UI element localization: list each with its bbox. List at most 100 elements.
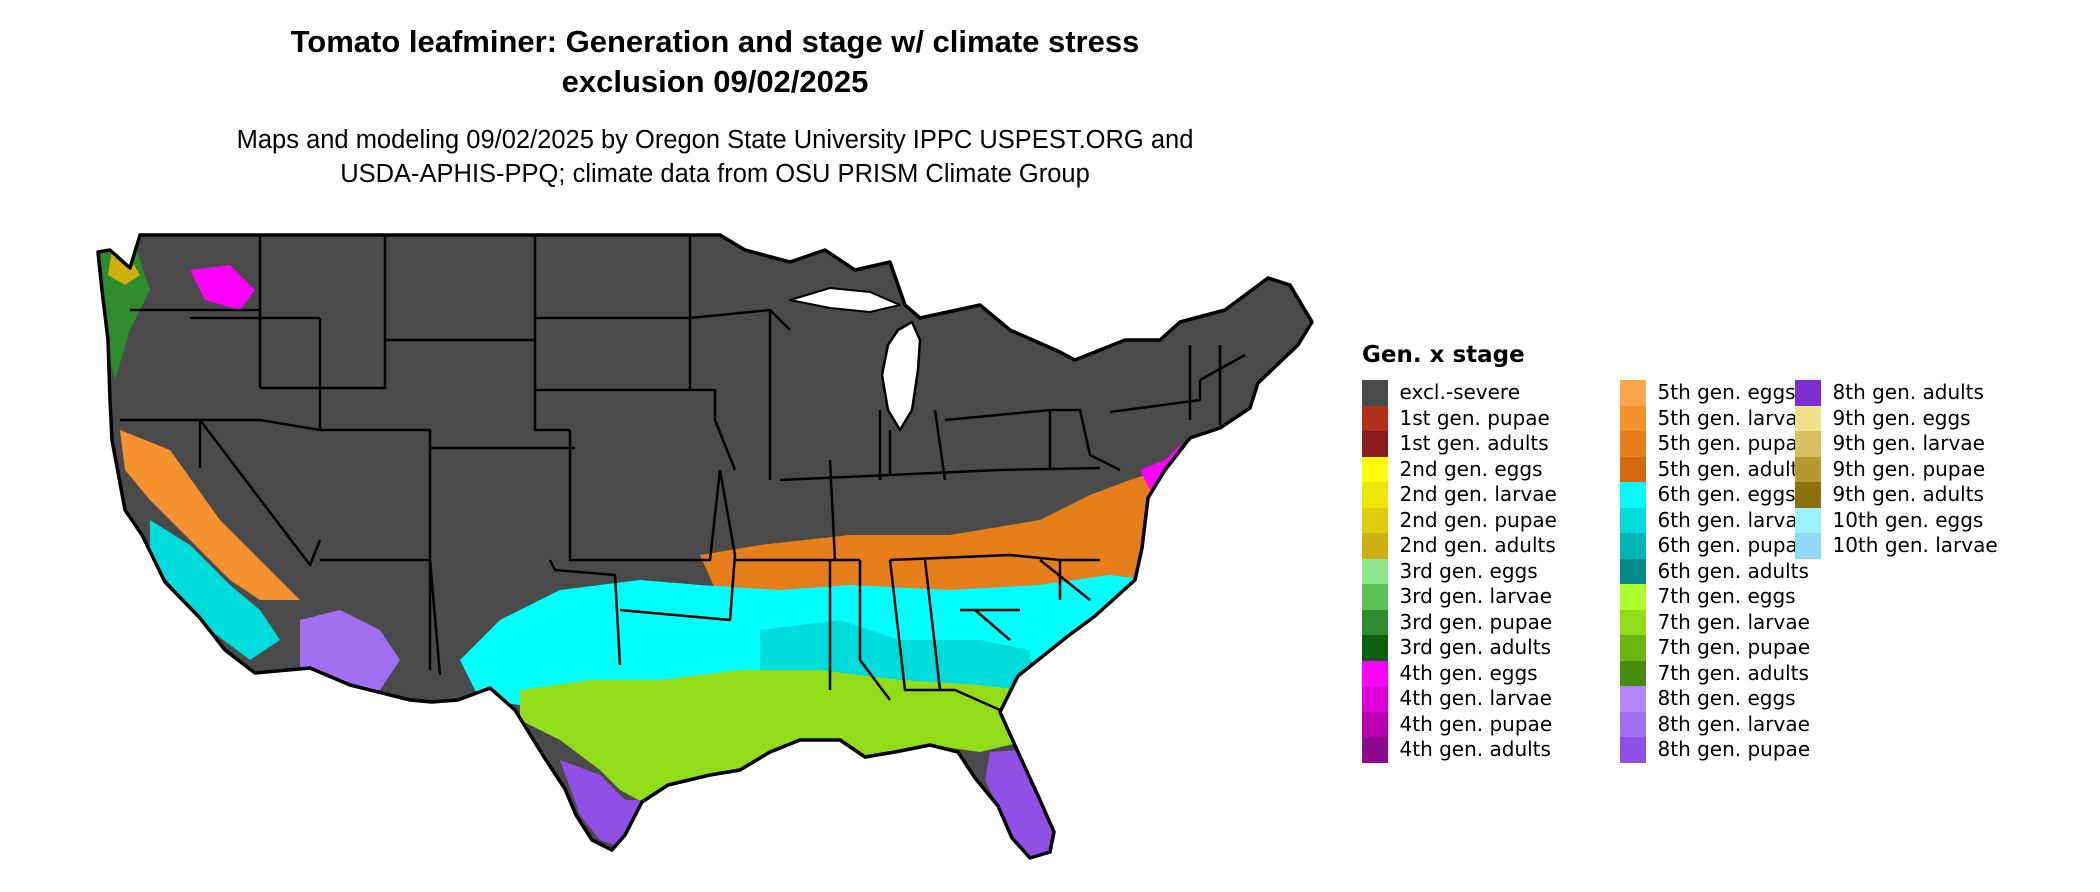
map-subtitle: Maps and modeling 09/02/2025 by Oregon S… bbox=[160, 123, 1270, 191]
legend-swatch bbox=[1362, 558, 1388, 584]
legend-swatch bbox=[1362, 660, 1388, 686]
legend-item: 5th gen. pupae bbox=[1620, 431, 1810, 457]
legend-item: 2nd gen. pupae bbox=[1362, 507, 1557, 533]
legend-item: 4th gen. pupae bbox=[1362, 711, 1553, 737]
legend-swatch bbox=[1620, 558, 1646, 584]
band-3rd-gen-northwest bbox=[100, 245, 150, 380]
legend-item: 2nd gen. larvae bbox=[1362, 482, 1557, 508]
legend-swatch bbox=[1362, 456, 1388, 482]
legend-swatch bbox=[1620, 507, 1646, 533]
legend-swatch bbox=[1362, 507, 1388, 533]
legend-label: 8th gen. eggs bbox=[1657, 686, 1796, 710]
legend-swatch bbox=[1362, 533, 1388, 559]
legend-label: 4th gen. pupae bbox=[1399, 711, 1553, 736]
legend-item: 3rd gen. pupae bbox=[1362, 609, 1553, 635]
legend-label: 6th gen. adults bbox=[1657, 558, 1809, 583]
legend-label: 6th gen. eggs bbox=[1657, 482, 1796, 506]
lake-superior bbox=[789, 287, 901, 313]
legend-item: 6th gen. eggs bbox=[1620, 482, 1796, 508]
legend-label: 4th gen. eggs bbox=[1399, 660, 1538, 685]
legend-label: 2nd gen. larvae bbox=[1399, 482, 1557, 506]
legend-item: 2nd gen. eggs bbox=[1362, 456, 1543, 482]
legend-label: 2nd gen. eggs bbox=[1399, 456, 1543, 481]
legend-swatch bbox=[1795, 507, 1821, 533]
band-5th-gen-california bbox=[120, 430, 300, 600]
legend-item: 7th gen. larvae bbox=[1620, 609, 1810, 635]
legend-item: 8th gen. eggs bbox=[1620, 686, 1796, 712]
band-8th-gen-texas bbox=[560, 760, 700, 850]
legend-label: 7th gen. adults bbox=[1657, 660, 1809, 685]
legend-item: 9th gen. eggs bbox=[1795, 405, 1971, 431]
legend-label: 9th gen. adults bbox=[1832, 482, 1984, 506]
legend-item: excl.-severe bbox=[1362, 380, 1520, 406]
legend-item: 2nd gen. adults bbox=[1362, 533, 1556, 559]
legend-swatch bbox=[1362, 405, 1388, 431]
legend-swatch bbox=[1620, 660, 1646, 686]
legend-label: 7th gen. larvae bbox=[1657, 609, 1810, 634]
legend-label: 9th gen. pupae bbox=[1832, 456, 1986, 481]
legend-label: 9th gen. larvae bbox=[1832, 431, 1985, 455]
legend-swatch bbox=[1620, 533, 1646, 559]
legend-item: 4th gen. larvae bbox=[1362, 686, 1552, 712]
legend-swatch bbox=[1620, 405, 1646, 431]
legend: Gen. x stage excl.-severe 1st gen. pupae 1… bbox=[1362, 340, 2022, 770]
legend-swatch bbox=[1795, 482, 1821, 508]
legend-label: 2nd gen. adults bbox=[1399, 533, 1556, 557]
legend-item: 7th gen. pupae bbox=[1620, 635, 1810, 661]
legend-swatch bbox=[1362, 431, 1388, 457]
legend-label: 6th gen. larvae bbox=[1657, 507, 1810, 532]
legend-label: 1st gen. adults bbox=[1399, 431, 1549, 455]
legend-label: excl.-severe bbox=[1399, 380, 1521, 404]
legend-label: 8th gen. larvae bbox=[1657, 711, 1810, 736]
legend-item: 3rd gen. eggs bbox=[1362, 558, 1538, 584]
legend-item: 8th gen. pupae bbox=[1620, 737, 1810, 763]
legend-swatch bbox=[1620, 609, 1646, 635]
legend-label: 5th gen. larvae bbox=[1657, 405, 1810, 430]
legend-swatch bbox=[1362, 609, 1388, 635]
legend-item: 3rd gen. larvae bbox=[1362, 584, 1552, 610]
legend-label: 4th gen. adults bbox=[1399, 737, 1551, 761]
legend-label: 4th gen. larvae bbox=[1399, 686, 1552, 710]
lake-michigan bbox=[880, 320, 922, 432]
legend-label: 3rd gen. larvae bbox=[1399, 584, 1552, 608]
legend-item: 8th gen. larvae bbox=[1620, 711, 1810, 737]
legend-item: 3rd gen. adults bbox=[1362, 635, 1551, 661]
legend-swatch bbox=[1620, 584, 1646, 610]
legend-label: 3rd gen. pupae bbox=[1399, 609, 1553, 634]
band-8th-gen-arizona bbox=[300, 610, 400, 690]
legend-item: 9th gen. larvae bbox=[1795, 431, 1985, 457]
legend-swatch bbox=[1795, 405, 1821, 431]
legend-item: 1st gen. pupae bbox=[1362, 405, 1550, 431]
legend-swatch bbox=[1362, 380, 1388, 406]
band-6th-gen-california bbox=[150, 520, 280, 660]
legend-item: 4th gen. adults bbox=[1362, 737, 1551, 763]
legend-item: 9th gen. pupae bbox=[1795, 456, 1986, 482]
legend-label: 7th gen. pupae bbox=[1657, 635, 1811, 659]
legend-swatch bbox=[1362, 686, 1388, 712]
map-subtitle-line-1: Maps and modeling 09/02/2025 by Oregon S… bbox=[236, 126, 1194, 154]
legend-label: 5th gen. eggs bbox=[1657, 380, 1796, 404]
legend-item: 9th gen. adults bbox=[1795, 482, 1984, 508]
legend-swatch bbox=[1620, 635, 1646, 661]
legend-swatch bbox=[1620, 431, 1646, 457]
legend-item: 6th gen. pupae bbox=[1620, 533, 1810, 559]
legend-label: 5th gen. pupae bbox=[1657, 431, 1811, 455]
legend-swatch bbox=[1620, 456, 1646, 482]
legend-label: 5th gen. adults bbox=[1657, 456, 1809, 481]
legend-item: 1st gen. adults bbox=[1362, 431, 1549, 457]
map-title: Tomato leafminer: Generation and stage w… bbox=[200, 22, 1230, 102]
legend-label: 2nd gen. pupae bbox=[1399, 507, 1557, 532]
map-subtitle-line-2: USDA-APHIS-PPQ; climate data from OSU PR… bbox=[340, 160, 1090, 188]
legend-item: 6th gen. larvae bbox=[1620, 507, 1810, 533]
state-boundaries bbox=[120, 235, 1246, 712]
legend-label: 3rd gen. eggs bbox=[1399, 558, 1538, 583]
legend-item: 7th gen. eggs bbox=[1620, 584, 1796, 610]
legend-swatch bbox=[1362, 737, 1388, 763]
map-overlays bbox=[96, 233, 1314, 860]
legend-swatch bbox=[1620, 380, 1646, 406]
legend-item: 5th gen. larvae bbox=[1620, 405, 1810, 431]
band-2nd-gen-northwest bbox=[108, 250, 140, 285]
legend-swatch bbox=[1795, 533, 1821, 559]
legend-swatch bbox=[1795, 431, 1821, 457]
legend-title: Gen. x stage bbox=[1362, 342, 1525, 368]
